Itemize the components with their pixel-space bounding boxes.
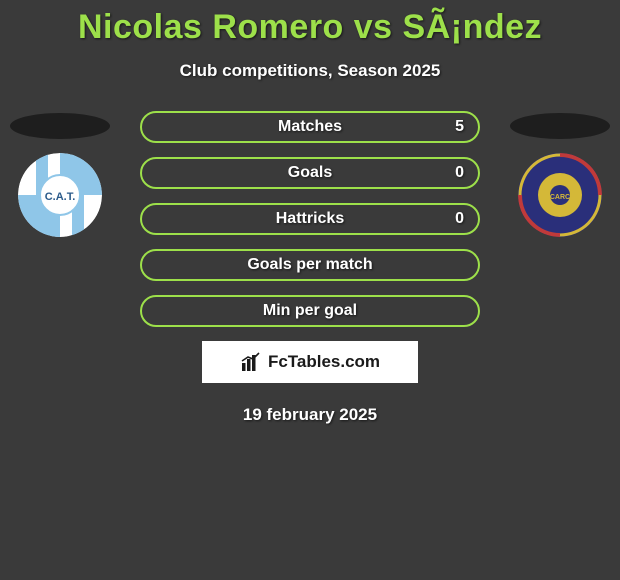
stat-hattricks-label: Hattricks <box>276 210 344 228</box>
stat-matches-label: Matches <box>278 118 342 136</box>
player-left-column: C.A.T. <box>10 111 110 237</box>
stat-row-min-per-goal: Min per goal <box>140 295 480 327</box>
stat-goals-label: Goals <box>288 164 332 182</box>
club-badge-right-icon: CARC <box>518 153 602 237</box>
stat-goals-right: 0 <box>455 164 464 182</box>
stat-mpg-label: Min per goal <box>263 302 357 320</box>
club-badge-right[interactable]: CARC <box>518 153 602 237</box>
player-right-silhouette <box>510 113 610 139</box>
content-area: C.A.T. CARC <box>0 111 620 425</box>
stat-row-hattricks: Hattricks 0 <box>140 203 480 235</box>
chart-icon <box>240 351 262 373</box>
brand-text: FcTables.com <box>268 352 380 372</box>
svg-text:C.A.T.: C.A.T. <box>45 191 76 203</box>
stat-hattricks-right: 0 <box>455 210 464 228</box>
club-badge-left[interactable]: C.A.T. <box>18 153 102 237</box>
player-left-silhouette <box>10 113 110 139</box>
date-text: 19 february 2025 <box>0 405 620 425</box>
stat-row-matches: Matches 5 <box>140 111 480 143</box>
club-badge-left-icon: C.A.T. <box>18 153 102 237</box>
stat-gpm-label: Goals per match <box>247 256 372 274</box>
player-right-column: CARC <box>510 111 610 237</box>
svg-text:CARC: CARC <box>550 194 570 201</box>
brand-box[interactable]: FcTables.com <box>202 341 418 383</box>
page-subtitle: Club competitions, Season 2025 <box>0 61 620 81</box>
page-title: Nicolas Romero vs SÃ¡ndez <box>0 0 620 47</box>
stat-rows: Matches 5 Goals 0 Hattricks 0 Goals per … <box>140 111 480 327</box>
stat-row-goals: Goals 0 <box>140 157 480 189</box>
comparison-widget: Nicolas Romero vs SÃ¡ndez Club competiti… <box>0 0 620 580</box>
stat-row-goals-per-match: Goals per match <box>140 249 480 281</box>
stat-matches-right: 5 <box>455 118 464 136</box>
